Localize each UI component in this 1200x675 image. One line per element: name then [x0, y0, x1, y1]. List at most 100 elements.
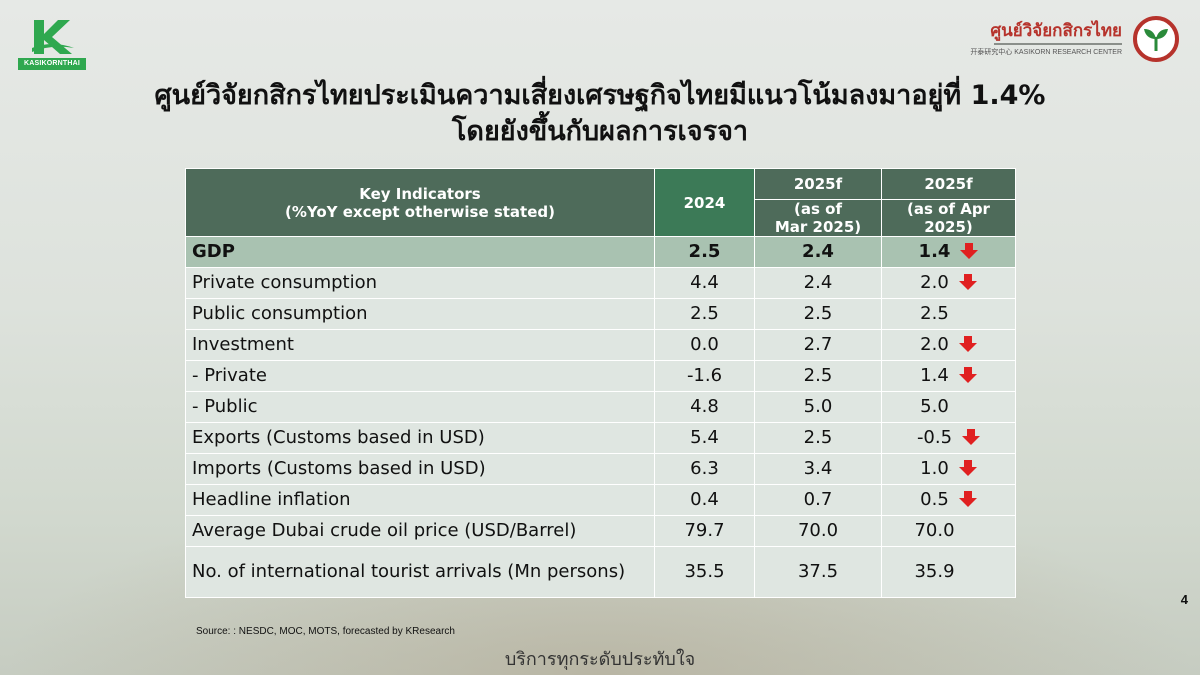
value-2024: 0.0: [654, 329, 755, 361]
down-arrow-icon: [958, 491, 977, 507]
value-2025f-apr: 2.0: [920, 272, 949, 293]
value-2024: 0.4: [654, 484, 755, 516]
header-2025f-apr: 2025f: [881, 168, 1016, 200]
value-2025f-mar: 70.0: [754, 515, 882, 547]
value-2025f-apr-cell: 35.9: [881, 546, 1016, 598]
indicator-label: GDP: [185, 236, 655, 268]
page-number: 4: [1180, 592, 1188, 607]
indicator-label: Investment: [185, 329, 655, 361]
table-row: Exports (Customs based in USD) 5.4 2.5 -0.5: [185, 422, 1016, 454]
value-2025f-apr-cell: 2.0: [881, 267, 1016, 299]
value-2025f-apr: 2.5: [920, 303, 949, 324]
table-row: Average Dubai crude oil price (USD/Barre…: [185, 515, 1016, 547]
value-2024: 5.4: [654, 422, 755, 454]
header-indicator-title: Key Indicators: [359, 184, 481, 203]
indicator-label: - Private: [185, 360, 655, 392]
value-2025f-apr-cell: 1.4: [881, 360, 1016, 392]
indicator-label: Average Dubai crude oil price (USD/Barre…: [185, 515, 655, 547]
down-arrow-icon: [960, 243, 979, 259]
value-2024: 4.4: [654, 267, 755, 299]
kbank-k-logo-icon: [32, 20, 74, 54]
title-line-2: โดยยังขึ้นกับผลการเจรจา: [451, 116, 749, 147]
table-header-row: Key Indicators (%YoY except otherwise st…: [185, 168, 1016, 237]
value-2025f-apr-cell: 2.0: [881, 329, 1016, 361]
kasikornthai-wordmark: KASIKORNTHAI: [18, 58, 86, 70]
indicator-label: Public consumption: [185, 298, 655, 330]
value-2025f-apr-cell: 0.5: [881, 484, 1016, 516]
value-2025f-mar: 2.5: [754, 422, 882, 454]
value-2025f-mar: 37.5: [754, 546, 882, 598]
value-2025f-apr: 1.0: [920, 458, 949, 479]
header-asof-mar: (as of Mar 2025): [754, 199, 882, 237]
value-2025f-mar: 2.7: [754, 329, 882, 361]
value-2025f-apr-cell: 5.0: [881, 391, 1016, 423]
indicator-label: Private consumption: [185, 267, 655, 299]
value-2025f-apr: 70.0: [914, 520, 955, 541]
value-2025f-mar: 5.0: [754, 391, 882, 423]
indicator-label: Exports (Customs based in USD): [185, 422, 655, 454]
table-body: GDP 2.5 2.4 1.4 Private consumption 4.4 2.4 2.0…: [185, 236, 1016, 598]
value-2025f-mar: 0.7: [754, 484, 882, 516]
table-subheader-row: (as of Mar 2025) (as of Apr 2025): [186, 199, 1016, 237]
table-row: - Private -1.6 2.5 1.4: [185, 360, 1016, 392]
kasikorn-research-logo: ศูนย์วิจัยกสิกรไทย 开泰研究中心 KASIKORN RESEA…: [970, 15, 1180, 63]
value-2025f-apr: 2.0: [920, 334, 949, 355]
table-row: Headline inflation 0.4 0.7 0.5: [185, 484, 1016, 516]
tagline: บริการทุกระดับประทับใจ: [504, 649, 696, 670]
indicator-label: No. of international tourist arrivals (M…: [185, 546, 655, 598]
value-2025f-apr: 1.4: [918, 241, 951, 262]
krc-english-name: 开泰研究中心 KASIKORN RESEARCH CENTER: [970, 49, 1122, 56]
table-row: Public consumption 2.5 2.5 2.5: [185, 298, 1016, 330]
value-2024: 79.7: [654, 515, 755, 547]
header-asof-mar-line2: Mar 2025): [774, 218, 862, 236]
value-2025f-apr: 1.4: [920, 365, 949, 386]
value-2025f-mar: 3.4: [754, 453, 882, 485]
down-arrow-icon: [958, 336, 977, 352]
down-arrow-icon: [958, 274, 977, 290]
value-2025f-apr-cell: 1.0: [881, 453, 1016, 485]
value-2025f-apr: 5.0: [920, 396, 949, 417]
value-2025f-apr-cell: 70.0: [881, 515, 1016, 547]
value-2024: 2.5: [654, 236, 755, 268]
krc-thai-name: ศูนย์วิจัยกสิกรไทย: [990, 21, 1122, 41]
key-indicators-table: Key Indicators (%YoY except otherwise st…: [185, 168, 1016, 598]
value-2025f-mar: 2.4: [754, 236, 882, 268]
header-2025f-mar: 2025f: [754, 168, 882, 200]
down-arrow-icon: [958, 367, 977, 383]
table-row: Imports (Customs based in USD) 6.3 3.4 1.0: [185, 453, 1016, 485]
krc-divider: [994, 43, 1122, 45]
table-row: - Public 4.8 5.0 5.0: [185, 391, 1016, 423]
value-2025f-mar: 2.5: [754, 298, 882, 330]
value-2025f-apr: -0.5: [916, 427, 953, 448]
slide-title: ศูนย์วิจัยกสิกรไทยประเมินความเสี่ยงเศรษฐ…: [60, 78, 1140, 150]
down-arrow-icon: [958, 460, 977, 476]
indicator-label: Imports (Customs based in USD): [185, 453, 655, 485]
source-note: Source: : NESDC, MOC, MOTS, forecasted b…: [196, 626, 455, 637]
value-2025f-mar: 2.5: [754, 360, 882, 392]
kasikornthai-logo: KASIKORNTHAI: [18, 18, 86, 74]
value-2024: -1.6: [654, 360, 755, 392]
value-2025f-apr: 35.9: [914, 561, 955, 582]
value-2025f-mar: 2.4: [754, 267, 882, 299]
value-2024: 35.5: [654, 546, 755, 598]
header-asof-mar-line1: (as of: [794, 200, 842, 219]
indicator-label: - Public: [185, 391, 655, 423]
value-2025f-apr-cell: 1.4: [881, 236, 1016, 268]
title-line-1: ศูนย์วิจัยกสิกรไทยประเมินความเสี่ยงเศรษฐ…: [154, 80, 1046, 111]
table-row: GDP 2.5 2.4 1.4: [185, 236, 1016, 268]
table-row: No. of international tourist arrivals (M…: [185, 546, 1016, 598]
value-2025f-apr-cell: 2.5: [881, 298, 1016, 330]
value-2024: 2.5: [654, 298, 755, 330]
value-2024: 6.3: [654, 453, 755, 485]
value-2025f-apr: 0.5: [920, 489, 949, 510]
table-row: Investment 0.0 2.7 2.0: [185, 329, 1016, 361]
indicator-label: Headline inflation: [185, 484, 655, 516]
header-2024: 2024: [654, 168, 755, 237]
header-asof-apr: (as of Apr 2025): [881, 199, 1016, 237]
down-arrow-icon: [962, 429, 981, 445]
value-2025f-apr-cell: -0.5: [881, 422, 1016, 454]
table-row: Private consumption 4.4 2.4 2.0: [185, 267, 1016, 299]
header-indicator-unit: (%YoY except otherwise stated): [284, 202, 555, 221]
header-key-indicators: Key Indicators (%YoY except otherwise st…: [185, 168, 655, 237]
kbank-rice-emblem-icon: [1133, 16, 1179, 62]
